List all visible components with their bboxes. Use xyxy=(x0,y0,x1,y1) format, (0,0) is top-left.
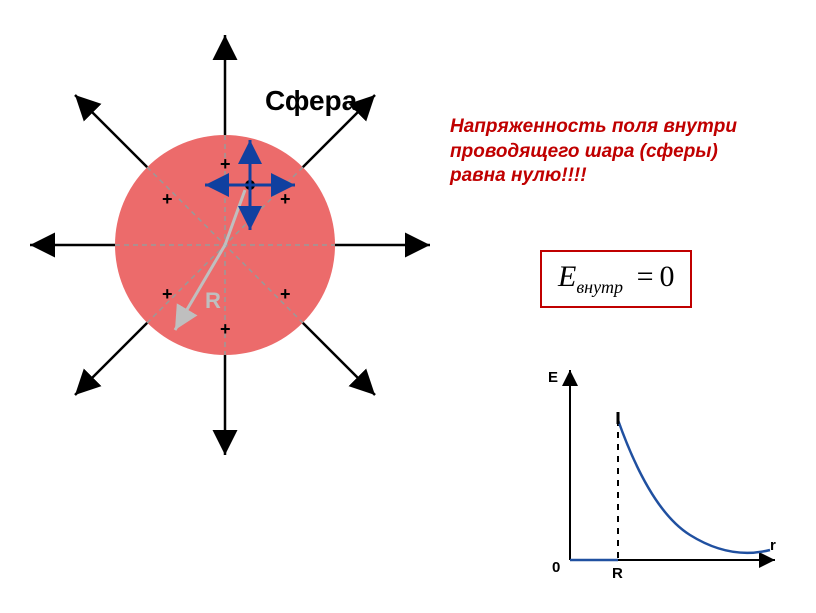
plus-mark: + xyxy=(280,284,291,304)
formula-var: E xyxy=(558,260,576,293)
formula-box: Eвнутр =0 xyxy=(540,250,692,308)
sphere-diagram: R + + + + + + xyxy=(0,0,460,490)
plus-mark: + xyxy=(162,189,173,209)
formula-value: 0 xyxy=(659,260,674,293)
plus-mark: + xyxy=(220,154,231,174)
e-axis-label: E xyxy=(548,369,558,386)
field-description: Напряженность поля внутри проводящего ша… xyxy=(450,115,770,189)
r-axis-label: r xyxy=(770,537,776,554)
field-graph: E r 0 R xyxy=(520,360,790,600)
formula-eq: = xyxy=(637,260,654,293)
zero-label: 0 xyxy=(552,559,560,576)
r-tick-label: R xyxy=(612,565,623,582)
plus-mark: + xyxy=(280,189,291,209)
plus-mark: + xyxy=(162,284,173,304)
formula-subscript: внутр xyxy=(576,277,623,297)
radius-label: R xyxy=(205,288,221,313)
decay-curve xyxy=(618,420,770,553)
plus-mark: + xyxy=(220,319,231,339)
